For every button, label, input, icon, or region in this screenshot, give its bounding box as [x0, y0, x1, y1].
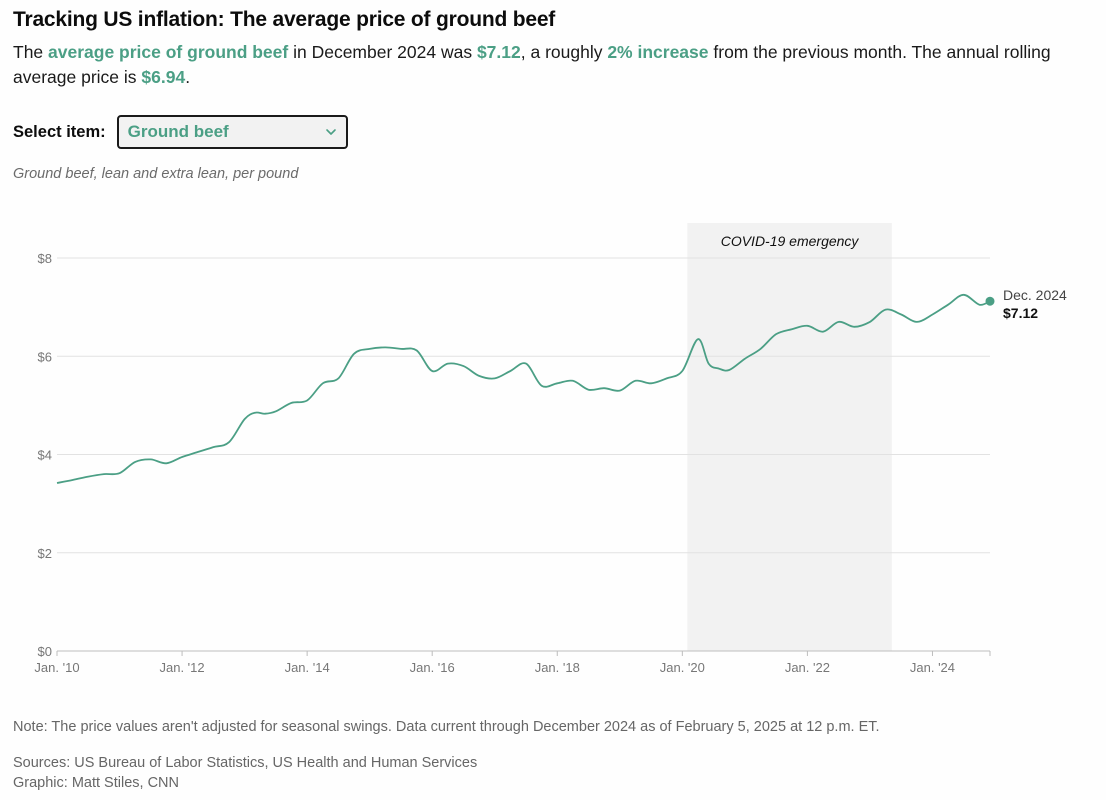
summary-text-3: , a roughly [520, 42, 608, 62]
price-series-line [56, 293, 991, 484]
y-tick-label: $2 [38, 546, 52, 561]
y-tick-label: $8 [38, 251, 52, 266]
summary-highlight-item: average price of ground beef [48, 42, 289, 62]
summary-text: The average price of ground beef in Dece… [13, 40, 1083, 90]
summary-text-5: . [185, 67, 191, 87]
x-tick-label: Jan. '14 [285, 660, 330, 675]
y-tick-label: $0 [38, 644, 52, 659]
y-tick-label: $6 [38, 349, 52, 364]
item-select-value: Ground beef [127, 122, 229, 141]
summary-text-2: in December 2024 was [288, 42, 477, 62]
end-date-label: Dec. 2024 [1003, 287, 1067, 303]
summary-text-1: The [13, 42, 49, 62]
item-selector-row: Select item: Ground beef [13, 115, 348, 149]
x-tick-label: Jan. '16 [410, 660, 455, 675]
footnote: Note: The price values aren't adjusted f… [13, 719, 880, 735]
chart-subtitle: Ground beef, lean and extra lean, per po… [13, 166, 299, 182]
item-select-dropdown[interactable]: Ground beef [116, 115, 348, 149]
page-title: Tracking US inflation: The average price… [13, 8, 556, 31]
x-tick-label: Jan. '12 [159, 660, 204, 675]
graphic-credit: Graphic: Matt Stiles, CNN [13, 775, 179, 791]
x-tick-label: Jan. '10 [34, 660, 79, 675]
x-tick-label: Jan. '18 [535, 660, 580, 675]
summary-text-4: from the previous month. The annual roll… [13, 42, 1051, 87]
sources-credits: Sources: US Bureau of Labor Statistics, … [13, 753, 477, 793]
x-tick-label: Jan. '24 [910, 660, 955, 675]
end-value-label: $7.12 [1003, 305, 1038, 321]
covid-region-label: COVID-19 emergency [721, 233, 860, 249]
summary-highlight-rolling-average: $6.94 [141, 67, 186, 87]
x-tick-label: Jan. '20 [660, 660, 705, 675]
latest-value-point [985, 296, 995, 306]
price-line-chart: COVID-19 emergency $0 $2 $4 $6 $8 Jan. '10 Jan.… [34, 223, 1067, 675]
summary-highlight-price: $7.12 [476, 42, 521, 62]
summary-highlight-change: 2% increase [607, 42, 709, 62]
select-item-label: Select item: [13, 122, 106, 141]
sources-line: Sources: US Bureau of Labor Statistics, … [13, 755, 478, 771]
chevron-down-icon [325, 129, 336, 135]
covid-shaded-region [687, 223, 892, 651]
x-tick-label: Jan. '22 [785, 660, 830, 675]
y-tick-label: $4 [38, 448, 52, 463]
